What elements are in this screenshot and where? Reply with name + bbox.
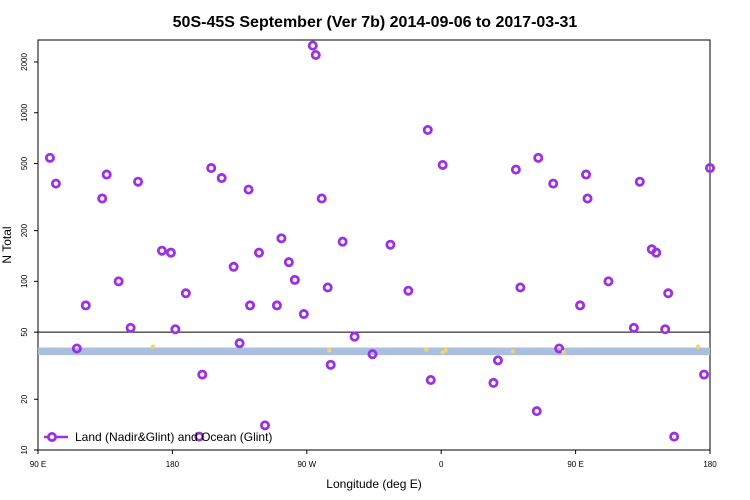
data-point (245, 300, 256, 311)
data-point (510, 164, 521, 175)
data-points-layer (44, 40, 716, 442)
data-point (603, 276, 614, 287)
series-2 (150, 344, 701, 355)
y-tick-label: 2000 (20, 53, 29, 71)
data-point (561, 350, 566, 355)
plot-frame (37, 39, 711, 451)
x-tick-label: 90 W (297, 460, 316, 469)
x-axis: 90 E 180 90 W 0 90 E 180 (30, 450, 717, 469)
data-point (310, 49, 321, 60)
x-tick-label: 180 (703, 460, 717, 469)
data-point (581, 169, 592, 180)
data-point (50, 178, 61, 189)
data-point (634, 176, 645, 187)
data-point (669, 431, 680, 442)
data-point (531, 406, 542, 417)
data-point (259, 420, 270, 431)
y-tick-label: 20 (20, 394, 29, 403)
data-point (101, 169, 112, 180)
y-tick-label: 10 (20, 445, 29, 454)
data-point (80, 300, 91, 311)
data-point (316, 193, 327, 204)
data-point (437, 159, 448, 170)
data-point (243, 184, 254, 195)
data-point (327, 348, 332, 353)
y-tick-label: 200 (20, 223, 29, 237)
data-point (385, 239, 396, 250)
data-point (699, 369, 710, 380)
data-point (289, 274, 300, 285)
y-tick-label: 50 (20, 327, 29, 336)
data-point (170, 324, 181, 335)
y-axis: 10 20 50 100 200 500 1000 2000 (20, 53, 38, 454)
data-point (325, 359, 336, 370)
x-tick-label: 180 (166, 460, 180, 469)
data-point (206, 163, 217, 174)
legend: Land (Nadir&Glint) and Ocean (Glint) (44, 430, 272, 444)
y-tick-label: 1000 (20, 103, 29, 121)
data-point (488, 377, 499, 388)
data-point (582, 193, 593, 204)
data-point (425, 375, 436, 386)
data-point (424, 347, 429, 352)
data-point (156, 245, 167, 256)
data-point (307, 40, 318, 51)
data-point (663, 288, 674, 299)
data-point (254, 247, 265, 258)
data-point (403, 285, 414, 296)
data-point (322, 282, 333, 293)
data-point (548, 178, 559, 189)
chart-title: 50S-45S September (Ver 7b) 2014-09-06 to… (173, 14, 578, 31)
data-point (554, 343, 565, 354)
data-point (165, 247, 176, 258)
x-tick-label: 0 (439, 460, 444, 469)
data-point (234, 338, 245, 349)
data-point (113, 276, 124, 287)
data-point (492, 355, 503, 366)
x-axis-label: Longitude (deg E) (326, 477, 421, 491)
data-point (271, 300, 282, 311)
series-1 (44, 40, 716, 442)
data-point (349, 331, 360, 342)
data-point (515, 282, 526, 293)
y-axis-label: N Total (0, 226, 14, 263)
data-point (180, 288, 191, 299)
data-point (276, 233, 287, 244)
data-point (367, 349, 378, 360)
data-point (71, 343, 82, 354)
data-point (97, 193, 108, 204)
data-point (510, 349, 516, 354)
data-point (44, 152, 55, 163)
data-point (660, 324, 671, 335)
legend-label: Land (Nadir&Glint) and Ocean (Glint) (75, 430, 272, 444)
data-point (216, 173, 227, 184)
data-point (443, 348, 448, 353)
data-point (651, 247, 662, 258)
data-point (298, 309, 309, 320)
data-point (705, 163, 716, 174)
data-point (228, 261, 239, 272)
legend-marker (47, 431, 58, 442)
data-point (283, 257, 294, 268)
y-tick-label: 500 (20, 156, 29, 170)
data-point (533, 152, 544, 163)
data-point (197, 369, 208, 380)
x-tick-label: 90 E (567, 460, 583, 469)
data-point (628, 322, 639, 333)
data-point (150, 344, 156, 349)
y-tick-label: 100 (20, 274, 29, 288)
data-point (133, 176, 144, 187)
data-point (575, 300, 586, 311)
data-point (337, 236, 348, 247)
data-point (695, 344, 701, 349)
data-point (125, 322, 136, 333)
data-point (194, 431, 205, 442)
data-point (422, 125, 433, 136)
x-tick-label: 90 E (30, 460, 46, 469)
